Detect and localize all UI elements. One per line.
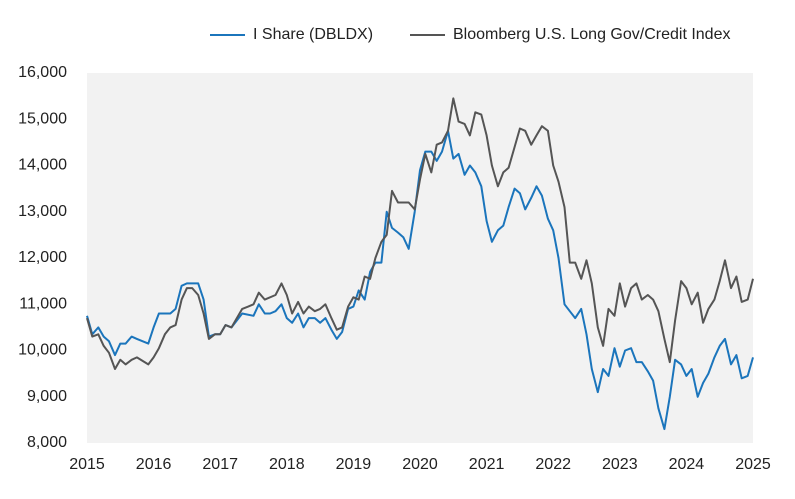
series-line	[86, 97, 754, 370]
x-tick-label: 2016	[136, 456, 172, 473]
x-tick-label: 2025	[735, 456, 771, 473]
x-tick-label: 2022	[535, 456, 571, 473]
x-tick-label: 2021	[469, 456, 505, 473]
plot-area	[87, 73, 753, 443]
y-tick-label: 9,000	[27, 388, 67, 405]
legend-label: Bloomberg U.S. Long Gov/Credit Index	[453, 26, 730, 43]
y-tick-label: 11,000	[19, 295, 67, 312]
x-tick-label: 2024	[669, 456, 705, 473]
x-tick-label: 2020	[402, 456, 438, 473]
y-tick-label: 16,000	[18, 64, 67, 81]
x-tick-label: 2015	[69, 456, 105, 473]
legend-label: I Share (DBLDX)	[253, 26, 373, 43]
x-tick-label: 2017	[202, 456, 238, 473]
y-tick-label: 14,000	[18, 157, 67, 174]
y-tick-label: 13,000	[18, 203, 67, 220]
y-tick-label: 15,000	[18, 110, 67, 127]
x-tick-label: 2018	[269, 456, 305, 473]
y-tick-label: 8,000	[27, 434, 67, 451]
y-tick-label: 12,000	[18, 249, 67, 266]
y-tick-label: 10,000	[18, 342, 67, 359]
x-tick-label: 2019	[336, 456, 372, 473]
x-tick-label: 2023	[602, 456, 638, 473]
